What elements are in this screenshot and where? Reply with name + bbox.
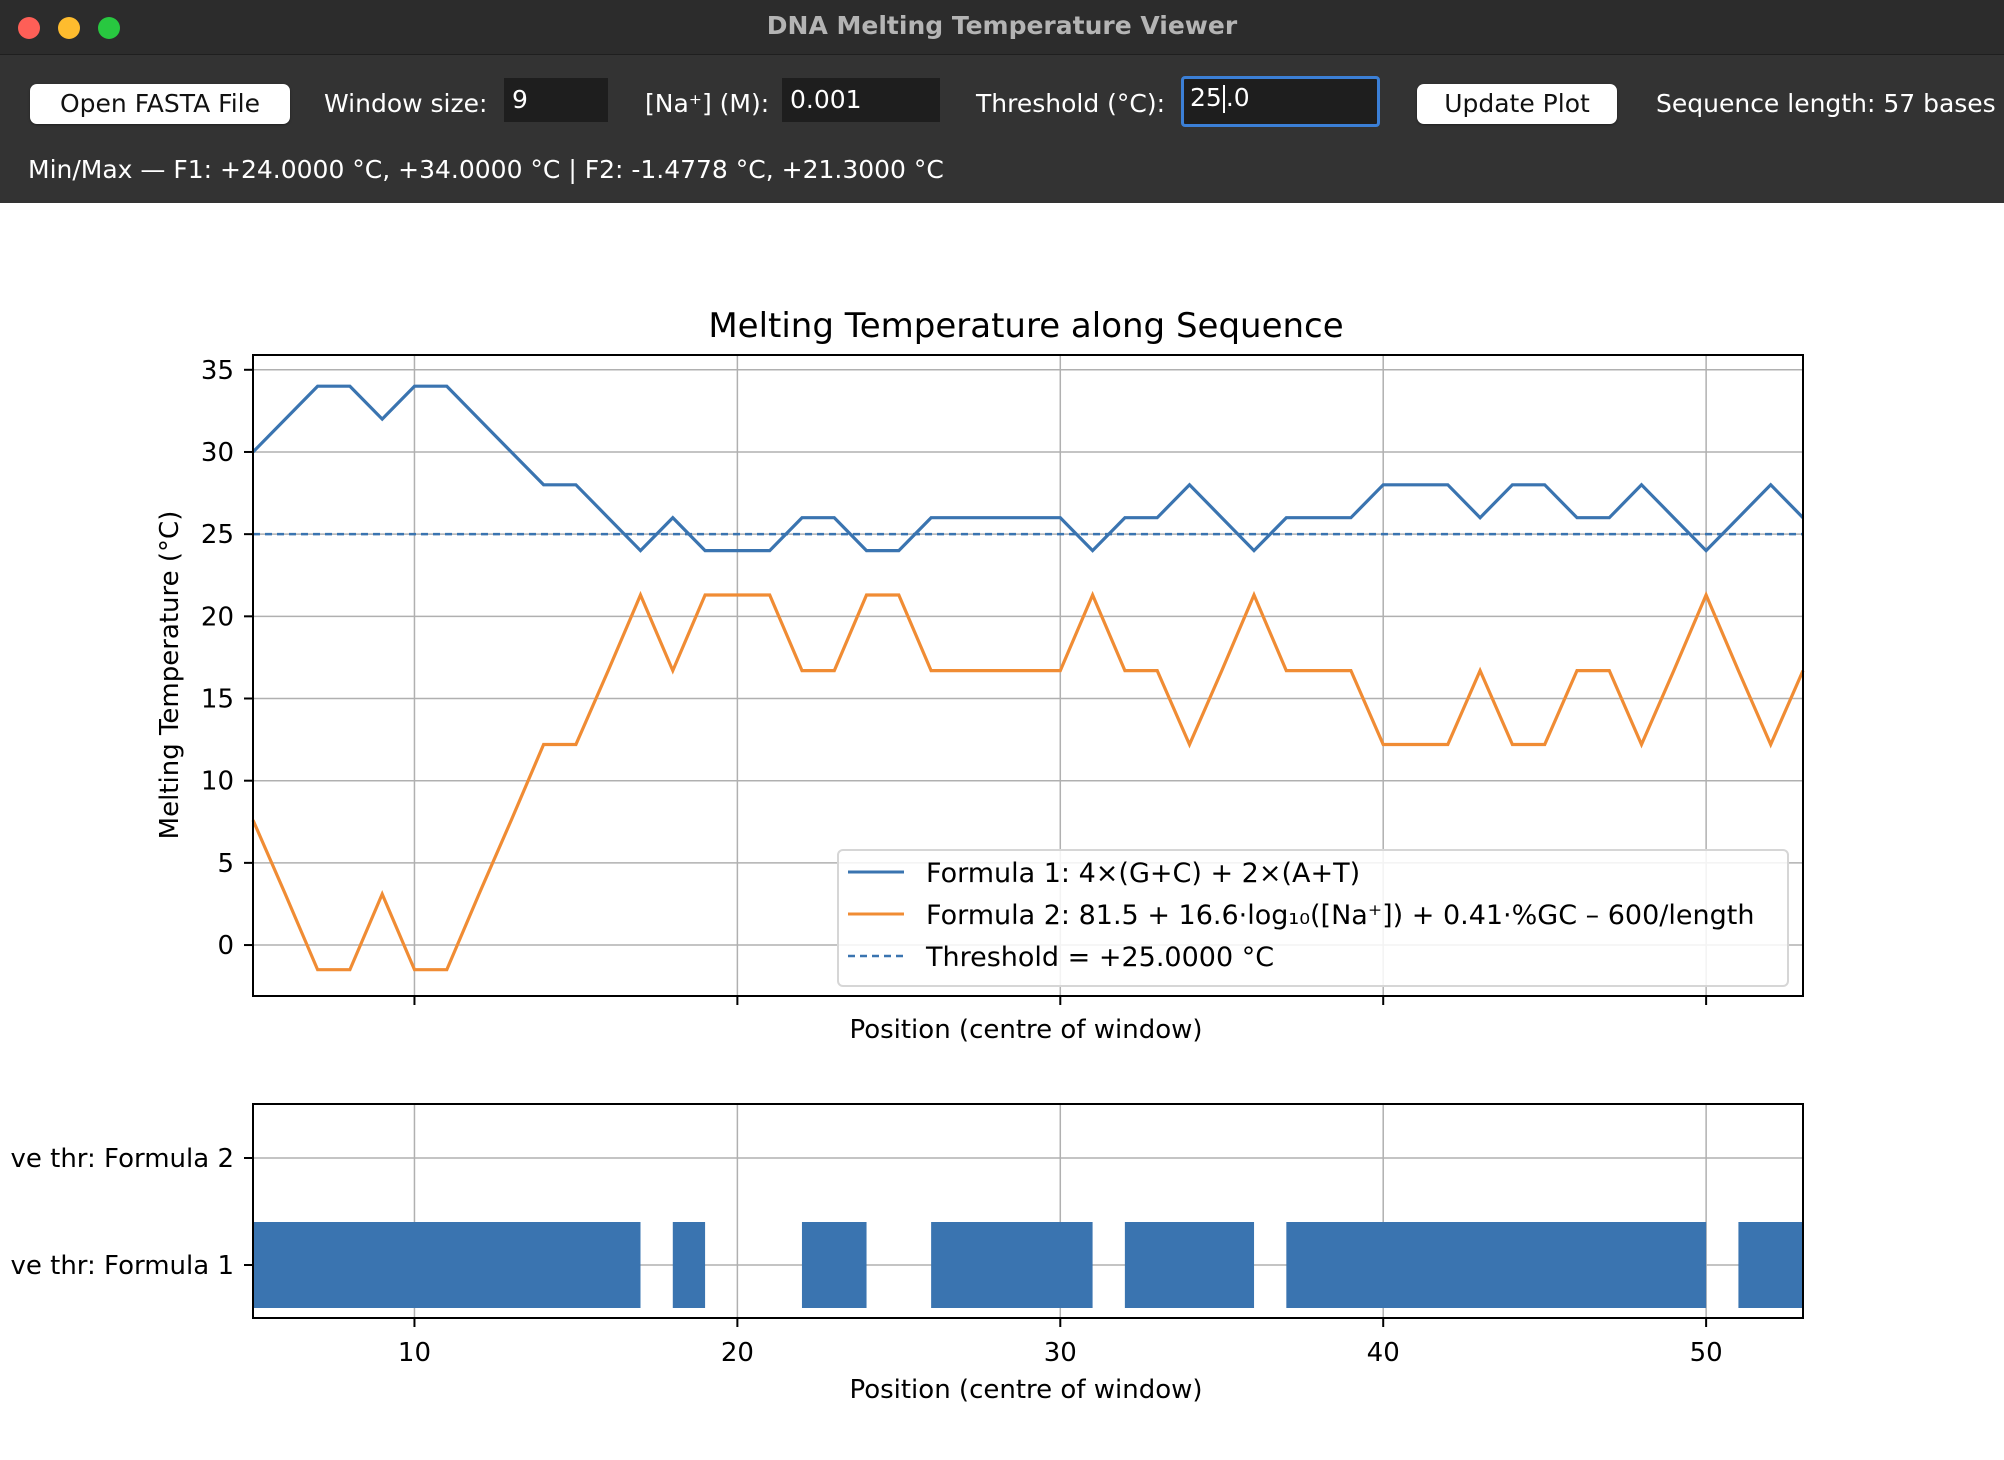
main-chart-y-tick-label: 30 xyxy=(201,438,234,468)
zoom-window-icon[interactable] xyxy=(98,17,120,39)
window-title: DNA Melting Temperature Viewer xyxy=(766,11,1238,40)
main-chart-ticks: 0 5 10 15 20 25 30 35 xyxy=(201,356,1708,1005)
above-threshold-segment xyxy=(672,1222,706,1308)
chart-title: Melting Temperature along Sequence xyxy=(708,306,1343,346)
update-plot-button[interactable]: Update Plot xyxy=(1417,84,1617,124)
above-threshold-segment xyxy=(1124,1222,1255,1308)
legend-threshold: Threshold = +25.0000 °C xyxy=(925,942,1274,973)
threshold-chart-x-tick-label: 50 xyxy=(1690,1338,1723,1368)
threshold-chart-y-tick-label: ve thr: Formula 2 xyxy=(10,1144,234,1174)
plot-canvas: 0 5 10 15 20 25 30 35 Melting Temperature along… xyxy=(0,203,2004,1460)
threshold-chart-frame xyxy=(252,1103,1804,1319)
above-threshold-segment xyxy=(1286,1222,1707,1308)
threshold-value-end: .0 xyxy=(1225,83,1250,112)
window-size-input[interactable]: 9 xyxy=(504,78,608,122)
main-chart-y-tick-label: 5 xyxy=(217,849,234,879)
threshold-chart-y-tick-label: ve thr: Formula 1 xyxy=(10,1251,234,1281)
legend-box xyxy=(837,849,1789,987)
sodium-label: [Na⁺] (M): xyxy=(645,89,770,118)
series-formula1-line xyxy=(251,384,1805,553)
close-window-icon[interactable] xyxy=(18,17,40,39)
main-chart-y-tick-label: 0 xyxy=(217,931,234,961)
threshold-chart-bars xyxy=(253,1222,1803,1308)
minimize-window-icon[interactable] xyxy=(58,17,80,39)
above-threshold-segment xyxy=(801,1222,867,1308)
legend-formula2: Formula 2: 81.5 + 16.6·log₁₀([Na⁺]) + 0.… xyxy=(926,900,1754,931)
open-fasta-button[interactable]: Open FASTA File xyxy=(30,84,290,124)
main-chart-y-tick-label: 15 xyxy=(201,685,234,715)
sodium-input[interactable]: 0.001 xyxy=(782,78,940,122)
threshold-chart-x-tick-label: 10 xyxy=(398,1338,431,1368)
series-formula2-line xyxy=(251,590,1805,972)
threshold-chart-x-tick-label: 40 xyxy=(1367,1338,1400,1368)
threshold-value-start: 25 xyxy=(1190,83,1222,112)
threshold-chart-x-tick-label: 20 xyxy=(721,1338,754,1368)
threshold-chart-x-tick-label: 30 xyxy=(1044,1338,1077,1368)
threshold-input[interactable]: 25.0 xyxy=(1181,76,1380,127)
threshold-chart-ticks: 10 20 30 40 50 ve thr: Formula 1 ve thr: Formu… xyxy=(10,1144,1722,1368)
above-threshold-segment xyxy=(1738,1222,1803,1308)
chart-legend: Formula 1: 4×(G+C) + 2×(A+T) Formula 2: … xyxy=(837,849,1789,987)
threshold-chart-x-label: Position (centre of window) xyxy=(849,1375,1202,1405)
main-chart-x-label: Position (centre of window) xyxy=(849,1015,1202,1045)
legend-formula1: Formula 1: 4×(G+C) + 2×(A+T) xyxy=(926,858,1360,889)
main-chart-y-tick-label: 20 xyxy=(201,602,234,632)
plot-area: 0 5 10 15 20 25 30 35 Melting Temperature along… xyxy=(0,203,2004,1460)
minmax-status: Min/Max — F1: +24.0000 °C, +34.0000 °C |… xyxy=(28,155,944,184)
window-size-label: Window size: xyxy=(324,89,488,118)
main-chart-y-label: Melting Temperature (°C) xyxy=(155,511,185,840)
text-caret xyxy=(1222,85,1225,113)
main-chart-frame xyxy=(252,354,1804,997)
main-chart-series xyxy=(251,384,1805,972)
toolbar: Open FASTA File Window size: 9 [Na⁺] (M)… xyxy=(0,55,2004,203)
main-chart-y-tick-label: 25 xyxy=(201,520,234,550)
main-chart-y-tick-label: 35 xyxy=(201,356,234,386)
above-threshold-segment xyxy=(931,1222,1093,1308)
above-threshold-segment xyxy=(253,1222,641,1308)
sequence-length-text: Sequence length: 57 bases xyxy=(1656,89,1996,118)
threshold-label: Threshold (°C): xyxy=(976,89,1166,118)
main-chart-y-tick-label: 10 xyxy=(201,767,234,797)
title-bar: DNA Melting Temperature Viewer xyxy=(0,0,2004,55)
